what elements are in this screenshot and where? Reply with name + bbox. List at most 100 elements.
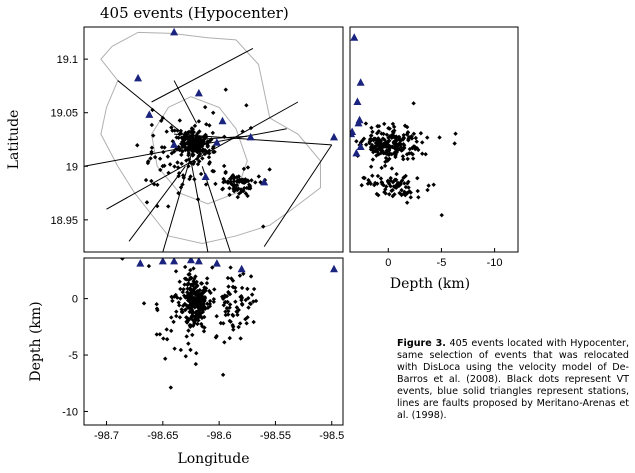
event-point (418, 131, 424, 136)
bottom-ytick-label: -10 (62, 406, 78, 418)
event-point (182, 138, 187, 143)
map-frame (83, 26, 344, 253)
event-point (192, 123, 198, 129)
event-point (141, 301, 147, 306)
event-point (177, 315, 183, 320)
event-point (378, 176, 384, 181)
caption-label: Figure 3. (397, 338, 446, 349)
event-point (207, 298, 213, 304)
event-point (387, 146, 392, 151)
event-point (177, 131, 183, 136)
event-point (221, 180, 226, 185)
event-point (240, 129, 245, 134)
event-point (388, 183, 393, 189)
side-frame (349, 26, 519, 253)
event-point (406, 185, 411, 190)
event-point (196, 153, 201, 159)
event-point (370, 129, 375, 135)
event-point (188, 129, 193, 135)
event-point (371, 138, 376, 143)
event-point (187, 271, 192, 277)
event-point (385, 140, 391, 145)
event-point (235, 194, 240, 200)
event-point (150, 107, 155, 113)
event-point (199, 306, 205, 312)
event-point (248, 274, 254, 279)
event-point (186, 136, 191, 141)
event-point (186, 277, 191, 283)
event-point (237, 273, 243, 278)
event-point (179, 307, 184, 312)
event-point (199, 281, 205, 286)
event-point (202, 298, 207, 303)
event-point (243, 179, 248, 185)
event-point (231, 179, 237, 184)
event-point (210, 110, 216, 115)
event-point (177, 118, 182, 123)
event-point (228, 265, 233, 270)
event-point (261, 224, 266, 229)
event-point (210, 130, 216, 136)
event-point (387, 192, 392, 197)
bottom-xtick-label: -98.7 (94, 430, 119, 442)
event-point (372, 180, 378, 186)
event-point (226, 289, 231, 295)
event-point (375, 124, 380, 129)
event-point (230, 313, 236, 318)
event-point (149, 145, 155, 150)
fault-line-7 (162, 155, 192, 252)
event-point (393, 154, 398, 160)
event-point (198, 311, 204, 316)
event-point (190, 323, 196, 328)
event-point (389, 188, 394, 193)
event-point (151, 181, 157, 187)
event-point (200, 147, 206, 152)
event-point (376, 192, 381, 198)
event-point (227, 185, 232, 191)
event-point (387, 126, 392, 131)
event-point (207, 123, 212, 128)
event-point (251, 319, 256, 325)
event-point (368, 164, 374, 169)
event-point (223, 169, 228, 175)
event-point (206, 154, 212, 160)
event-point (192, 301, 197, 306)
event-point (243, 177, 248, 182)
event-point (439, 212, 444, 218)
event-point (398, 137, 404, 143)
event-point (392, 184, 398, 190)
event-point (182, 301, 188, 307)
event-point (178, 296, 183, 301)
figure-title: 405 events (Hypocenter) (100, 4, 289, 22)
event-point (170, 298, 175, 304)
event-point (207, 304, 213, 309)
station-marker-1 (134, 73, 143, 82)
fault-line-10 (263, 144, 333, 247)
event-point (396, 135, 402, 140)
map-ytick-label: 19 (66, 161, 78, 173)
caption-text: 405 events located with Hypocenter, same… (397, 338, 629, 421)
event-point (387, 151, 393, 157)
event-point (368, 133, 374, 138)
event-point (186, 153, 191, 158)
event-point (230, 278, 236, 283)
event-point (184, 334, 189, 339)
event-point (399, 146, 404, 152)
event-point (183, 354, 188, 359)
map-plot-area (84, 27, 338, 252)
event-point (211, 296, 217, 302)
event-point (185, 286, 190, 291)
latitude-depth-panel: 0 -5 -10 Depth (km) (349, 26, 519, 292)
event-point (366, 177, 371, 183)
station-marker-6 (237, 264, 246, 273)
event-point (188, 174, 193, 179)
event-point (415, 188, 420, 194)
event-point (144, 200, 150, 205)
event-point (227, 192, 232, 198)
event-point (161, 336, 166, 341)
event-point (190, 134, 195, 139)
event-point (207, 288, 212, 294)
event-point (245, 179, 251, 184)
event-point (390, 193, 395, 199)
event-point (416, 195, 421, 200)
